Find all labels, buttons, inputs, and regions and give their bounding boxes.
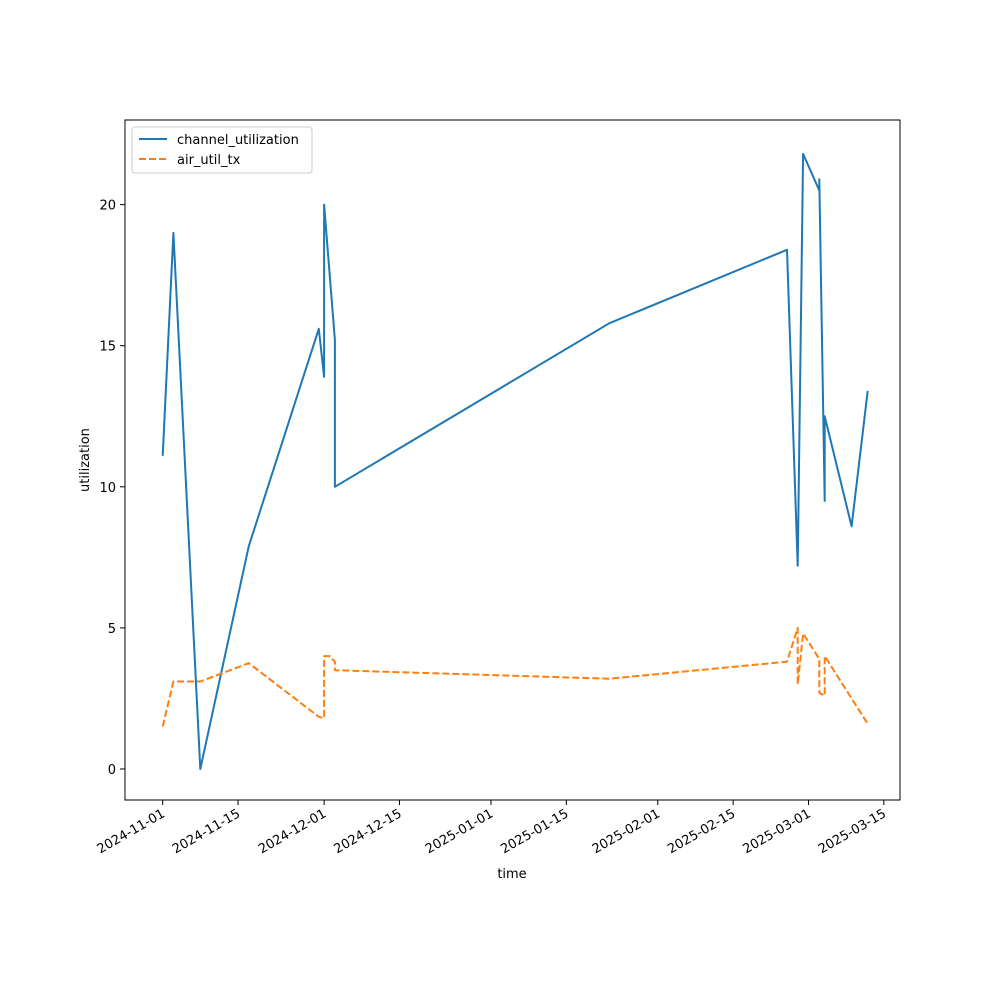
legend-box	[131, 126, 313, 174]
legend: channel_utilization air_util_tx	[131, 126, 313, 174]
y-axis-ticks: 0 5 10 15 20	[99, 199, 125, 778]
y-tick-label: 10	[99, 481, 116, 496]
y-tick-label: 0	[108, 763, 116, 778]
y-tick-label: 5	[108, 622, 116, 637]
x-tick-label: 2024-12-01	[256, 806, 329, 857]
axes-frame	[124, 119, 901, 801]
legend-label-channel-utilization: channel_utilization	[177, 133, 299, 148]
series-line-channel-utilization	[161, 152, 869, 770]
x-tick-label: 2025-02-15	[665, 806, 738, 857]
x-tick-label: 2025-01-01	[423, 806, 496, 857]
plot-area	[161, 152, 869, 770]
x-tick-label: 2025-03-01	[741, 806, 814, 857]
x-tick-label: 2024-12-15	[332, 806, 405, 857]
y-axis-label: utilization	[78, 428, 93, 492]
x-axis-label: time	[497, 867, 526, 882]
x-tick-label: 2024-11-15	[170, 806, 243, 857]
y-tick-label: 15	[99, 340, 116, 355]
x-tick-label: 2025-01-15	[498, 806, 571, 857]
x-axis-ticks: 2024-11-01 2024-11-15 2024-12-01 2024-12-15…	[95, 800, 889, 857]
series-line-air-util-tx	[161, 626, 869, 727]
x-tick-label: 2025-02-01	[590, 806, 663, 857]
y-tick-label: 20	[99, 199, 116, 214]
x-tick-label: 2025-03-15	[816, 806, 889, 857]
x-tick-label: 2024-11-01	[95, 806, 168, 857]
legend-label-air-util-tx: air_util_tx	[177, 153, 241, 168]
